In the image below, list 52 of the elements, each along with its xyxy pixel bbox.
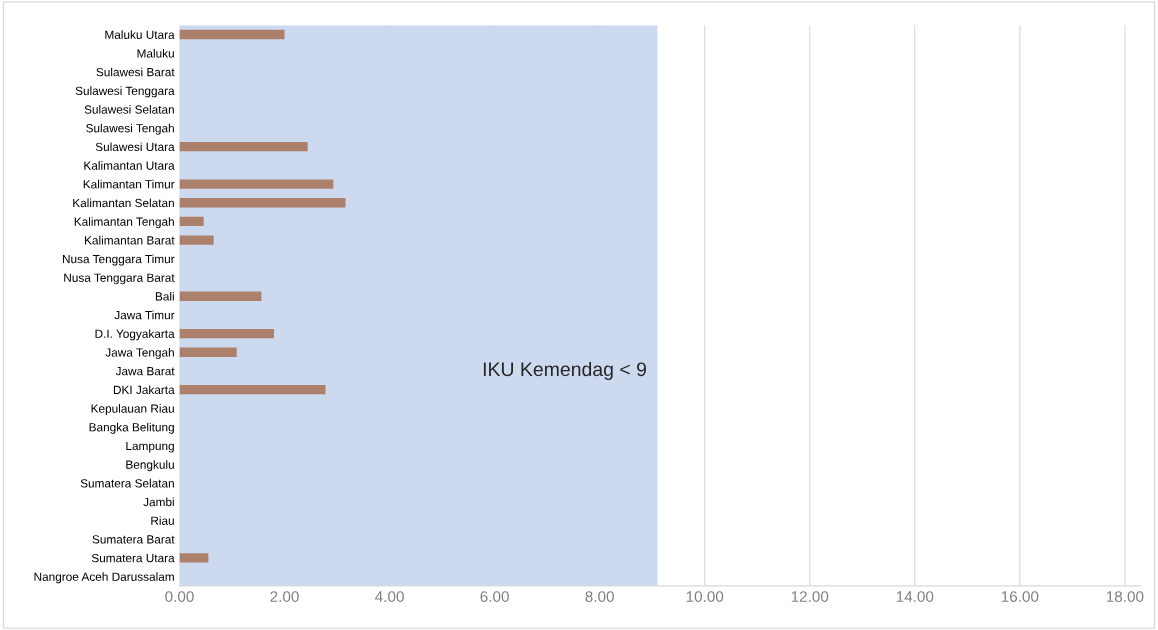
y-tick-label: D.I. Yogyakarta — [95, 329, 175, 341]
y-tick-label: Kalimantan Selatan — [73, 198, 174, 208]
y-tick-label: Kepulauan Riau — [91, 404, 174, 416]
x-tick-label: 8.00 — [585, 591, 614, 602]
y-tick-label: Sulawesi Utara — [95, 142, 175, 152]
y-tick-label: Riau — [151, 516, 174, 525]
y-tick-label: Jambi — [143, 497, 174, 507]
x-tick-label: 0.00 — [165, 591, 194, 602]
y-tick-label: Jawa Tengah — [105, 348, 174, 359]
y-tick-label: Sulawesi Selatan — [84, 105, 174, 114]
y-tick-label: Jawa Timur — [114, 310, 175, 320]
y-tick-label: Lampung — [126, 441, 174, 453]
x-tick-label: 18.00 — [1106, 591, 1144, 602]
y-tick-label: Nusa Tenggara Barat — [64, 273, 175, 285]
bar — [179, 142, 308, 152]
x-tick-label: 2.00 — [270, 591, 299, 602]
y-tick-label: Maluku Utara — [105, 30, 175, 39]
x-tick-label: 12.00 — [791, 591, 829, 602]
y-tick-label: Kalimantan Utara — [84, 161, 175, 170]
y-tick-label: Sumatera Utara — [91, 553, 175, 563]
y-tick-label: Sulawesi Tenggara — [75, 86, 175, 98]
bar — [179, 29, 285, 40]
y-tick-label: Nusa Tenggara Timur — [62, 254, 175, 266]
x-tick-label: 16.00 — [1001, 591, 1039, 602]
y-tick-label: Kalimantan Tengah — [74, 217, 174, 229]
y-tick-label: Sulawesi Tengah — [86, 123, 174, 135]
x-tick-label: 4.00 — [375, 591, 404, 602]
y-tick-label: Sulawesi Barat — [96, 67, 175, 77]
bar — [179, 216, 204, 227]
bar — [179, 291, 262, 301]
x-tick-label: 6.00 — [480, 591, 509, 602]
y-tick-label: Sumatera Selatan — [80, 478, 174, 488]
y-tick-label: Nangroe Aceh Darussalam — [34, 572, 174, 584]
y-tick-label: Maluku — [137, 48, 174, 58]
bar — [179, 198, 346, 208]
y-tick-label: Bangka Belitung — [89, 422, 174, 434]
bar — [179, 235, 214, 245]
x-tick-label: 10.00 — [686, 591, 724, 602]
bar — [179, 384, 326, 395]
y-tick-label: Sumatera Barat — [92, 535, 175, 544]
x-tick-label: 14.00 — [896, 591, 934, 602]
y-tick-label: Kalimantan Timur — [83, 179, 175, 189]
bar — [179, 179, 334, 189]
y-tick-label: Bali — [155, 291, 174, 301]
bar — [179, 347, 237, 357]
y-tick-label: Jawa Barat — [115, 367, 175, 376]
bar — [179, 553, 209, 563]
bar — [179, 328, 275, 339]
y-tick-label: Bengkulu — [126, 460, 174, 472]
band-label: IKU Kemendag < 9 — [483, 361, 647, 381]
y-tick-label: DKI Jakarta — [113, 385, 175, 395]
y-tick-label: Kalimantan Barat — [85, 235, 175, 245]
